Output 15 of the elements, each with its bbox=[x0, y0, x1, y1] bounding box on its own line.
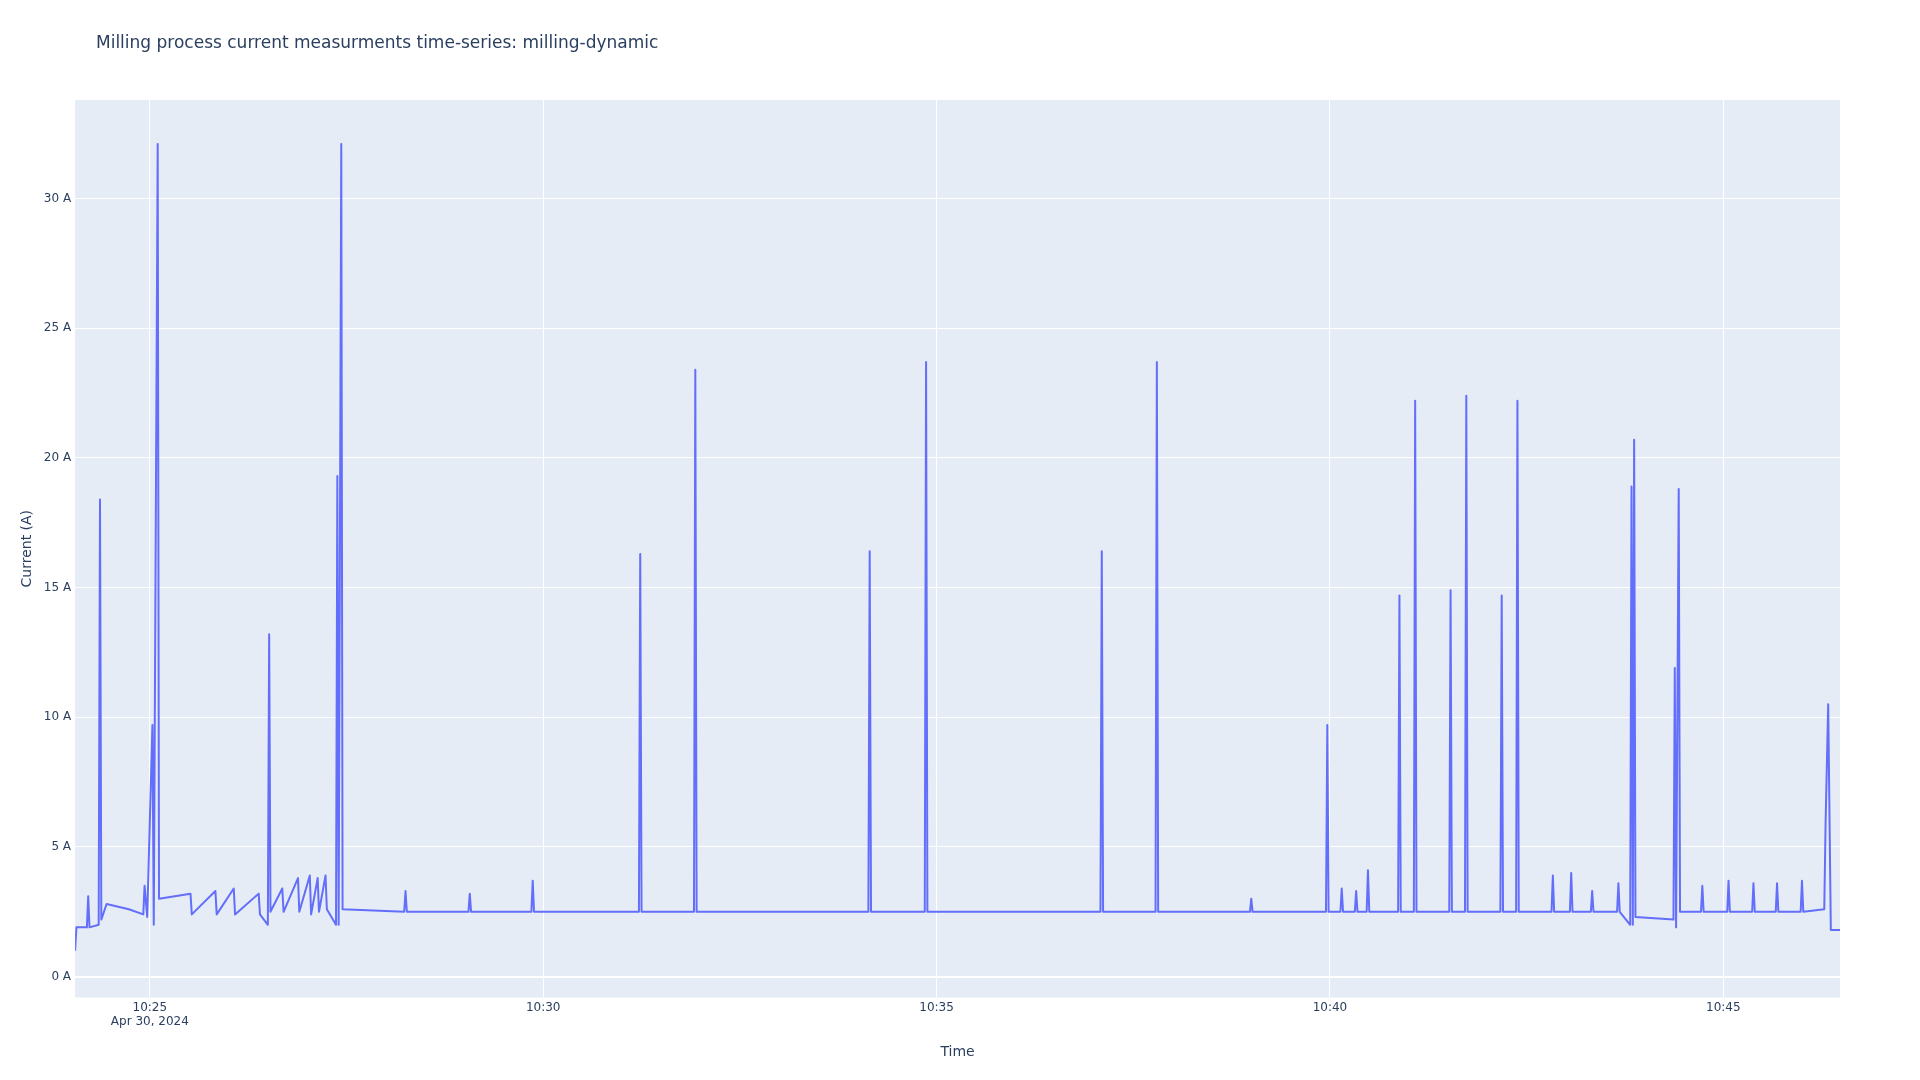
x-tick-label: 10:35 bbox=[919, 999, 954, 1014]
x-tick-label: 10:25 Apr 30, 2024 bbox=[110, 999, 189, 1029]
x-tick-label: 10:30 bbox=[525, 999, 561, 1014]
x-tick-label: 10:40 bbox=[1312, 999, 1348, 1014]
x-tick-label: 10:45 bbox=[1706, 999, 1741, 1014]
x-axis-title: Time bbox=[939, 1043, 975, 1060]
y-tick-label: 20 A bbox=[43, 450, 72, 465]
y-tick-label: 5 A bbox=[51, 839, 72, 854]
y-tick-label: 10 A bbox=[43, 709, 72, 724]
y-axis-title: Current (A) bbox=[18, 509, 35, 588]
y-tick-label: 0 A bbox=[51, 968, 72, 983]
y-tick-label: 30 A bbox=[43, 190, 72, 205]
chart-title: Milling process current measurments time-series: milling-dynamic bbox=[96, 32, 659, 53]
y-tick-label: 25 A bbox=[43, 320, 72, 335]
y-tick-label: 15 A bbox=[43, 579, 72, 594]
